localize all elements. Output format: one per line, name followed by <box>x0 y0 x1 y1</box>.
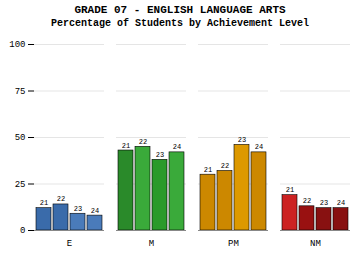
svg-text:22: 22 <box>139 138 147 146</box>
svg-text:E: E <box>67 239 72 249</box>
svg-text:21: 21 <box>122 142 130 150</box>
svg-text:24: 24 <box>91 207 99 215</box>
svg-text:24: 24 <box>173 143 181 151</box>
svg-text:23: 23 <box>238 136 246 144</box>
svg-text:24: 24 <box>255 143 263 151</box>
svg-text:50: 50 <box>15 133 26 143</box>
svg-text:23: 23 <box>74 205 82 213</box>
svg-text:0: 0 <box>20 226 25 236</box>
svg-text:NM: NM <box>310 239 321 249</box>
svg-text:21: 21 <box>40 199 48 207</box>
svg-text:21: 21 <box>204 166 212 174</box>
svg-text:75: 75 <box>15 87 26 97</box>
svg-text:PM: PM <box>228 239 239 249</box>
html-text:GRADE 07 - ENGLISH LANGUAGE AR: GRADE 07 - ENGLISH LANGUAGE ARTS <box>74 4 286 16</box>
svg-text:23: 23 <box>156 151 164 159</box>
svg-text:24: 24 <box>337 199 345 207</box>
svg-text:22: 22 <box>221 162 229 170</box>
svg-text:22: 22 <box>303 197 311 205</box>
html-text:Percentage of Students by Achi: Percentage of Students by Achievement Le… <box>51 18 309 29</box>
svg-text:22: 22 <box>57 195 65 203</box>
svg-text:21: 21 <box>286 186 294 194</box>
svg-text:23: 23 <box>320 199 328 207</box>
svg-text:M: M <box>149 239 154 249</box>
svg-text:100: 100 <box>9 40 25 50</box>
svg-text:25: 25 <box>15 180 26 190</box>
